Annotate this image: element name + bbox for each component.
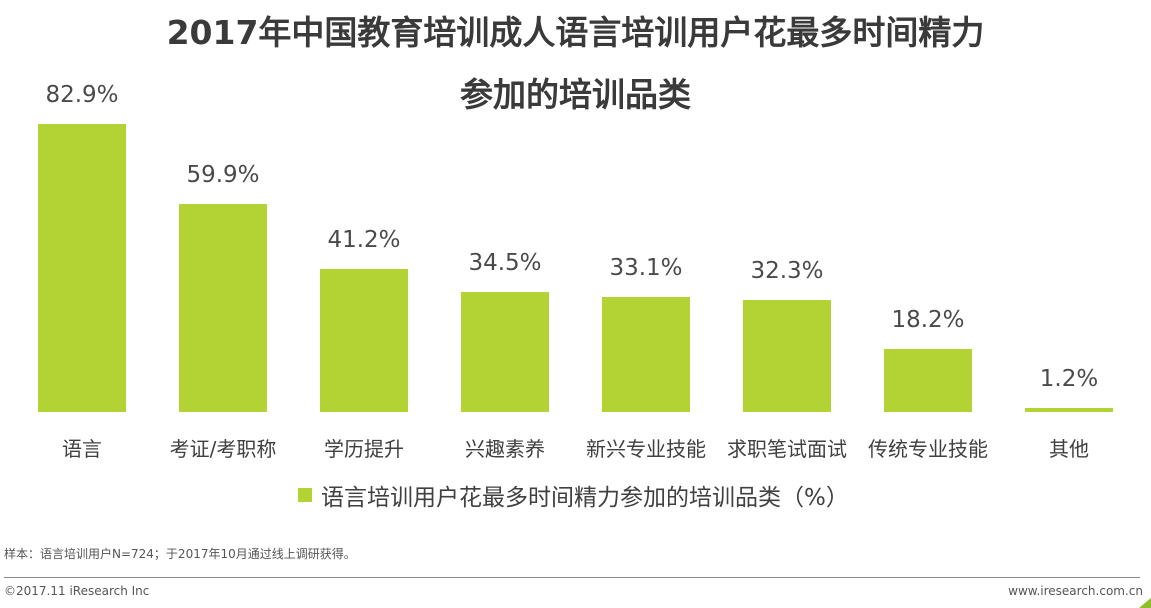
legend-swatch-icon (298, 488, 312, 502)
category-label: 学历提升 (324, 437, 404, 461)
category-label: 传统专业技能 (868, 437, 988, 461)
legend: 语言培训用户花最多时间精力参加的培训品类（%） (298, 480, 849, 511)
footer-divider (4, 577, 1140, 578)
category-label: 其他 (1049, 437, 1089, 461)
sample-note: 样本：语言培训用户N=724；于2017年10月通过线上调研获得。 (4, 547, 356, 561)
category-label: 新兴专业技能 (586, 437, 706, 461)
category-label: 兴趣素养 (465, 437, 545, 461)
chart-title-line1: 2017年中国教育培训成人语言培训用户花最多时间精力 (166, 13, 985, 52)
bar (38, 124, 126, 412)
bar (602, 297, 690, 412)
chart-title-line2: 参加的培训品类 (460, 75, 691, 114)
category-label: 语言 (62, 437, 102, 461)
category-label: 求职笔试面试 (727, 437, 847, 461)
bar (461, 292, 549, 412)
bar-value-label: 41.2% (327, 227, 401, 253)
corner-accent-icon (1139, 598, 1151, 608)
bar-value-label: 1.2% (1039, 366, 1099, 392)
legend-label: 语言培训用户花最多时间精力参加的培训品类（%） (321, 485, 849, 511)
bar (884, 349, 972, 412)
bar-value-label: 33.1% (609, 255, 683, 281)
bar-value-label: 32.3% (750, 258, 824, 284)
bar (743, 300, 831, 412)
bar (320, 269, 408, 412)
category-label: 考证/考职称 (169, 437, 277, 461)
bar (179, 204, 267, 412)
bar (1025, 408, 1113, 412)
copyright: ©2017.11 iResearch Inc (4, 584, 150, 598)
bar-value-label: 59.9% (186, 162, 260, 188)
bar-value-label: 18.2% (891, 307, 965, 333)
website-url: www.iresearch.com.cn (1008, 584, 1143, 598)
bar-value-label: 82.9% (45, 82, 119, 108)
bar-value-label: 34.5% (468, 250, 542, 276)
